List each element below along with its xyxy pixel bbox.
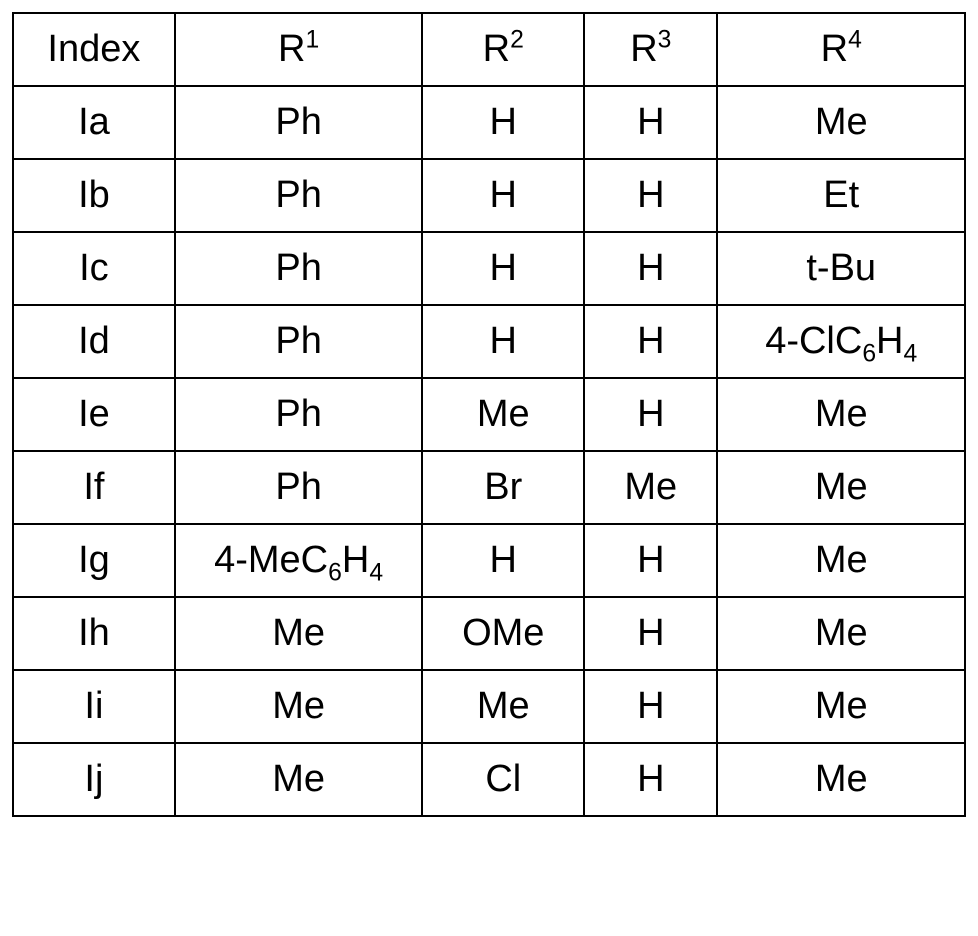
cell-r1: Me <box>175 670 423 743</box>
cell-r1: Ph <box>175 378 423 451</box>
table-row: IjMeClHMe <box>13 743 965 816</box>
header-base: R <box>821 28 848 70</box>
cell-index: Ie <box>13 378 175 451</box>
cell-r1: Me <box>175 597 423 670</box>
table-row: IbPhHHEt <box>13 159 965 232</box>
cell-r4: Me <box>717 524 965 597</box>
cell-r4: Me <box>717 451 965 524</box>
cell-index: Ic <box>13 232 175 305</box>
formula-subscript: 6 <box>328 560 342 587</box>
column-header-r2: R2 <box>422 13 584 86</box>
cell-r2: H <box>422 524 584 597</box>
cell-r1: 4-MeC6H4 <box>175 524 423 597</box>
cell-index: Ib <box>13 159 175 232</box>
column-header-r1: R1 <box>175 13 423 86</box>
table-row: IiMeMeHMe <box>13 670 965 743</box>
header-base: R <box>483 28 510 70</box>
table-header-row: Index R1 R2 R3 R4 <box>13 13 965 86</box>
cell-r3: H <box>584 86 717 159</box>
cell-r1: Ph <box>175 86 423 159</box>
cell-index: Id <box>13 305 175 378</box>
header-superscript: 4 <box>848 26 862 53</box>
header-base: R <box>278 28 305 70</box>
table-row: IcPhHHt-Bu <box>13 232 965 305</box>
formula-subscript: 4 <box>369 560 383 587</box>
cell-r2: OMe <box>422 597 584 670</box>
cell-r2: H <box>422 305 584 378</box>
cell-r1: Ph <box>175 159 423 232</box>
table-row: IaPhHHMe <box>13 86 965 159</box>
table-row: IfPhBrMeMe <box>13 451 965 524</box>
table-row: IhMeOMeHMe <box>13 597 965 670</box>
cell-r3: H <box>584 232 717 305</box>
column-header-index: Index <box>13 13 175 86</box>
cell-r4: Me <box>717 743 965 816</box>
cell-r4: Et <box>717 159 965 232</box>
cell-r4: 4-ClC6H4 <box>717 305 965 378</box>
cell-r3: H <box>584 378 717 451</box>
table-row: Ig4-MeC6H4HHMe <box>13 524 965 597</box>
cell-r4: Me <box>717 378 965 451</box>
cell-index: Ig <box>13 524 175 597</box>
cell-index: Ii <box>13 670 175 743</box>
cell-r1: Ph <box>175 451 423 524</box>
header-superscript: 1 <box>305 26 319 53</box>
cell-r4: t-Bu <box>717 232 965 305</box>
table-body: IaPhHHMeIbPhHHEtIcPhHHt-BuIdPhHH4-ClC6H4… <box>13 86 965 816</box>
cell-r4: Me <box>717 670 965 743</box>
table-row: IePhMeHMe <box>13 378 965 451</box>
cell-r3: H <box>584 670 717 743</box>
cell-r2: H <box>422 159 584 232</box>
formula-subscript: 6 <box>862 341 876 368</box>
column-header-r3: R3 <box>584 13 717 86</box>
table-row: IdPhHH4-ClC6H4 <box>13 305 965 378</box>
cell-index: Ih <box>13 597 175 670</box>
cell-r3: H <box>584 524 717 597</box>
formula-subscript: 4 <box>904 341 918 368</box>
cell-index: Ia <box>13 86 175 159</box>
cell-r1: Ph <box>175 232 423 305</box>
cell-r3: H <box>584 597 717 670</box>
cell-r2: H <box>422 232 584 305</box>
cell-r3: Me <box>584 451 717 524</box>
cell-r2: Me <box>422 670 584 743</box>
cell-index: Ij <box>13 743 175 816</box>
cell-r2: Cl <box>422 743 584 816</box>
header-superscript: 3 <box>658 26 672 53</box>
cell-r2: H <box>422 86 584 159</box>
substituent-table: Index R1 R2 R3 R4 IaPhHHMeIbPhHHEtIcPhHH… <box>12 12 966 817</box>
cell-index: If <box>13 451 175 524</box>
header-base: R <box>630 28 657 70</box>
cell-r3: H <box>584 743 717 816</box>
cell-r3: H <box>584 305 717 378</box>
cell-r2: Me <box>422 378 584 451</box>
cell-r1: Ph <box>175 305 423 378</box>
cell-r2: Br <box>422 451 584 524</box>
cell-r4: Me <box>717 86 965 159</box>
cell-r4: Me <box>717 597 965 670</box>
cell-r3: H <box>584 159 717 232</box>
cell-r1: Me <box>175 743 423 816</box>
header-superscript: 2 <box>510 26 524 53</box>
column-header-r4: R4 <box>717 13 965 86</box>
